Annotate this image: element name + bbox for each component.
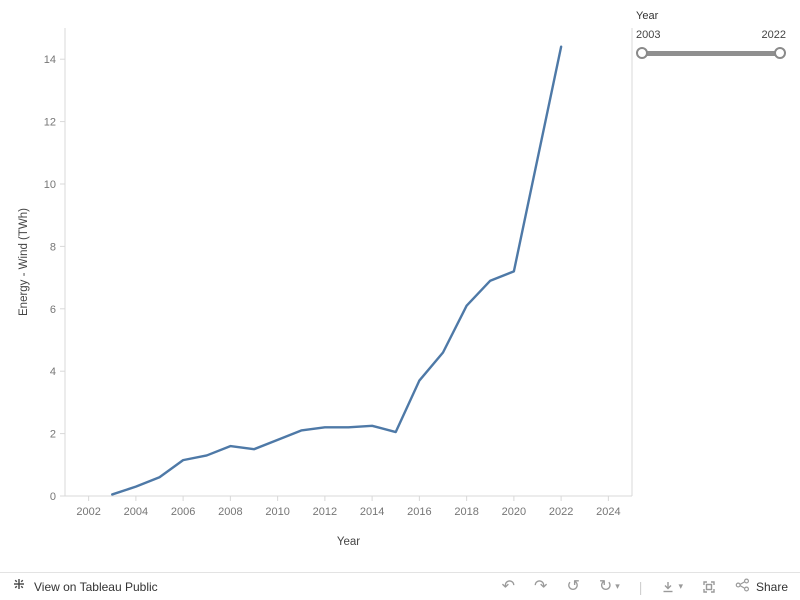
download-button[interactable]: ▾ (661, 580, 683, 594)
x-tick-label: 2022 (549, 506, 573, 518)
download-icon (661, 580, 675, 594)
x-tick-label: 2006 (171, 506, 195, 518)
x-tick-label: 2008 (218, 506, 242, 518)
view-on-tableau-public-link[interactable]: View on Tableau Public (34, 579, 158, 594)
filter-min-value: 2003 (636, 29, 661, 41)
slider-track[interactable] (641, 51, 781, 56)
y-tick-label: 10 (44, 179, 56, 191)
refresh-icon: ↻ (598, 577, 613, 595)
undo-icon: ↶ (501, 577, 516, 595)
toolbar-separator: | (638, 578, 643, 595)
toolbar-left: View on Tableau Public (12, 577, 158, 596)
refresh-button[interactable]: ↻ ▾ (598, 577, 620, 595)
x-tick-label: 2014 (360, 506, 384, 518)
wind-energy-line-chart[interactable]: 0 2 4 6 8 10 12 14 2002 2004 2006 2008 2010 2012 2014 2… (0, 0, 800, 572)
chevron-down-icon: ▾ (678, 581, 683, 591)
filter-title: Year (636, 10, 659, 22)
undo-button[interactable]: ↶ (501, 577, 516, 595)
slider-handle-min[interactable] (636, 47, 648, 59)
fullscreen-icon (702, 580, 716, 594)
share-button[interactable]: Share (735, 578, 788, 595)
x-tick-label: 2018 (454, 506, 478, 518)
share-icon (735, 578, 750, 595)
y-tick-label: 6 (50, 304, 56, 316)
y-axis-title: Energy - Wind (TWh) (18, 208, 30, 316)
year-filter-panel: Year 2003 2022 (636, 10, 786, 60)
filter-range-values: 2003 2022 (636, 29, 786, 41)
y-tick-label: 12 (44, 117, 56, 129)
reset-icon: ↺ (566, 577, 580, 595)
viz-container: 0 2 4 6 8 10 12 14 2002 2004 2006 2008 2010 2012 2014 2… (0, 0, 800, 572)
chevron-down-icon: ▾ (615, 581, 620, 591)
filter-max-value: 2022 (761, 29, 786, 41)
y-tick-label: 14 (44, 54, 56, 66)
x-tick-label: 2012 (313, 506, 337, 518)
redo-icon: ↷ (534, 577, 548, 595)
reset-button[interactable]: ↺ (566, 577, 580, 595)
y-tick-label: 0 (50, 491, 56, 503)
y-tick-label: 4 (50, 366, 56, 378)
toolbar-right: ↶ ↷ ↺ ↻ ▾ | ▾ (502, 578, 788, 595)
fullscreen-button[interactable] (702, 580, 716, 594)
x-tick-label: 2002 (76, 506, 100, 518)
y-tick-label: 2 (50, 429, 56, 441)
share-label: Share (755, 579, 788, 594)
x-axis-title: Year (337, 536, 360, 548)
x-tick-label: 2010 (265, 506, 289, 518)
tableau-toolbar: View on Tableau Public ↶ ↷ ↺ ↻ ▾ | (0, 572, 800, 600)
year-range-slider[interactable] (636, 47, 786, 60)
tableau-logo-icon (12, 577, 26, 596)
x-tick-label: 2024 (596, 506, 620, 518)
x-tick-label: 2020 (502, 506, 526, 518)
x-tick-label: 2004 (124, 506, 148, 518)
wind-energy-series-line[interactable] (111, 45, 563, 496)
x-tick-label: 2016 (407, 506, 431, 518)
y-tick-label: 8 (50, 241, 56, 253)
redo-button[interactable]: ↷ (534, 577, 548, 595)
slider-handle-max[interactable] (774, 47, 786, 59)
